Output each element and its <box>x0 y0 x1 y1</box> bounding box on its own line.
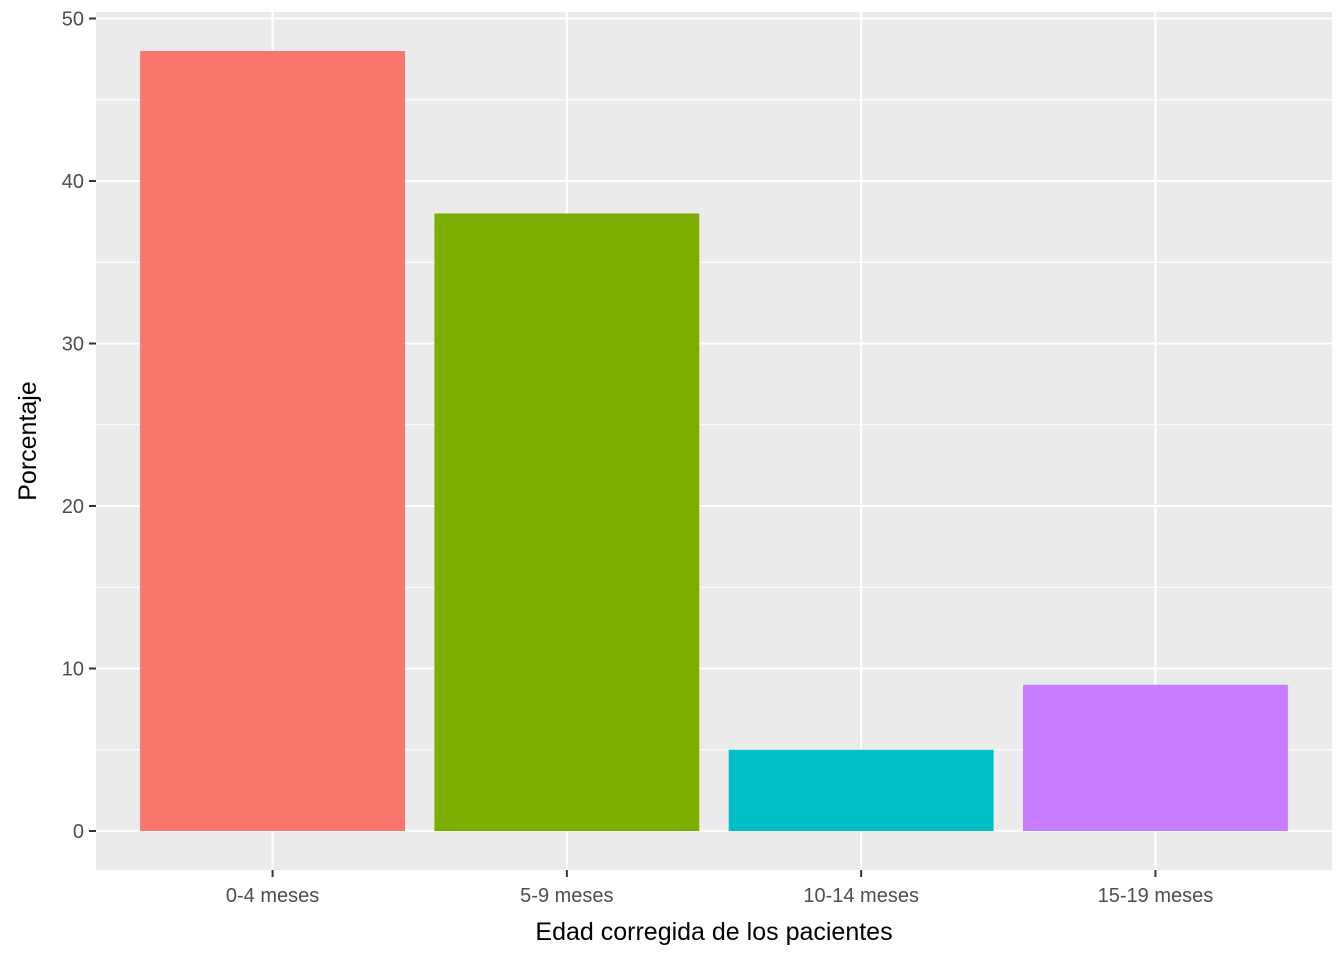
x-tick-label: 15-19 meses <box>1098 885 1214 907</box>
y-axis-title: Porcentaje <box>14 381 42 501</box>
y-tick-label: 0 <box>73 821 84 843</box>
x-axis: 0-4 meses 5-9 meses 10-14 meses 15-19 meses <box>226 870 1213 907</box>
bar-10-14-meses <box>728 749 994 831</box>
bar-0-4-meses <box>140 51 405 831</box>
y-axis: 0 10 20 30 40 50 <box>62 9 96 843</box>
y-tick-label: 30 <box>62 334 84 356</box>
bar-5-9-meses <box>434 213 700 831</box>
y-tick-label: 50 <box>62 9 84 31</box>
x-tick-label: 10-14 meses <box>803 885 919 907</box>
x-tick-label: 5-9 meses <box>520 885 613 907</box>
bar-15-19-meses <box>1023 684 1288 831</box>
y-tick-label: 40 <box>62 171 84 193</box>
bars <box>140 51 1288 831</box>
y-tick-label: 20 <box>62 496 84 518</box>
x-tick-label: 0-4 meses <box>226 885 319 907</box>
x-axis-title: Edad corregida de los pacientes <box>535 918 892 946</box>
y-tick-label: 10 <box>62 659 84 681</box>
